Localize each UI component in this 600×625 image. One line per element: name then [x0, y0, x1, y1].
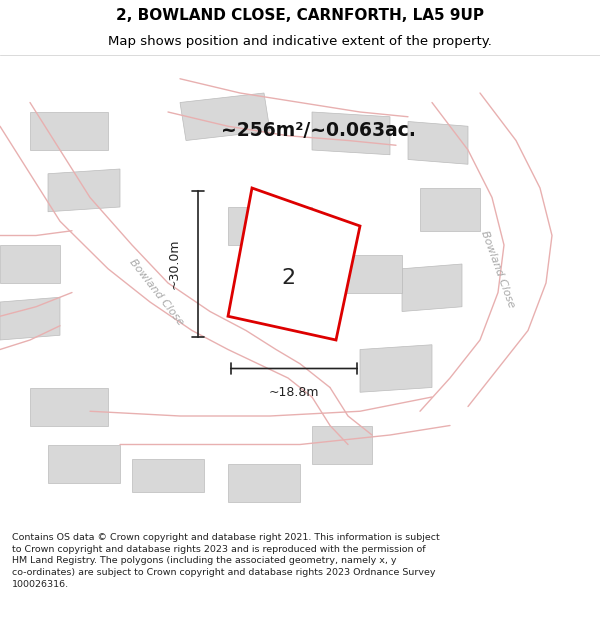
Polygon shape — [408, 121, 468, 164]
Text: 2: 2 — [281, 268, 295, 288]
Polygon shape — [228, 188, 360, 340]
Polygon shape — [0, 298, 60, 340]
Polygon shape — [48, 169, 120, 212]
Text: 2, BOWLAND CLOSE, CARNFORTH, LA5 9UP: 2, BOWLAND CLOSE, CARNFORTH, LA5 9UP — [116, 8, 484, 23]
Polygon shape — [228, 464, 300, 501]
Text: ~18.8m: ~18.8m — [269, 386, 319, 399]
Text: ~30.0m: ~30.0m — [167, 239, 181, 289]
Text: Bowland Close: Bowland Close — [127, 258, 185, 328]
Polygon shape — [0, 245, 60, 283]
Polygon shape — [132, 459, 204, 492]
Polygon shape — [180, 93, 270, 141]
Text: Map shows position and indicative extent of the property.: Map shows position and indicative extent… — [108, 35, 492, 48]
Polygon shape — [48, 444, 120, 483]
Polygon shape — [312, 112, 390, 155]
Polygon shape — [312, 426, 372, 464]
Polygon shape — [402, 264, 462, 311]
Text: ~256m²/~0.063ac.: ~256m²/~0.063ac. — [221, 121, 415, 141]
Polygon shape — [30, 112, 108, 150]
Polygon shape — [30, 388, 108, 426]
Polygon shape — [420, 188, 480, 231]
Polygon shape — [360, 345, 432, 392]
Text: Bowland Close: Bowland Close — [479, 229, 517, 309]
Polygon shape — [228, 207, 312, 245]
Text: Contains OS data © Crown copyright and database right 2021. This information is : Contains OS data © Crown copyright and d… — [12, 533, 440, 589]
Polygon shape — [330, 254, 402, 292]
